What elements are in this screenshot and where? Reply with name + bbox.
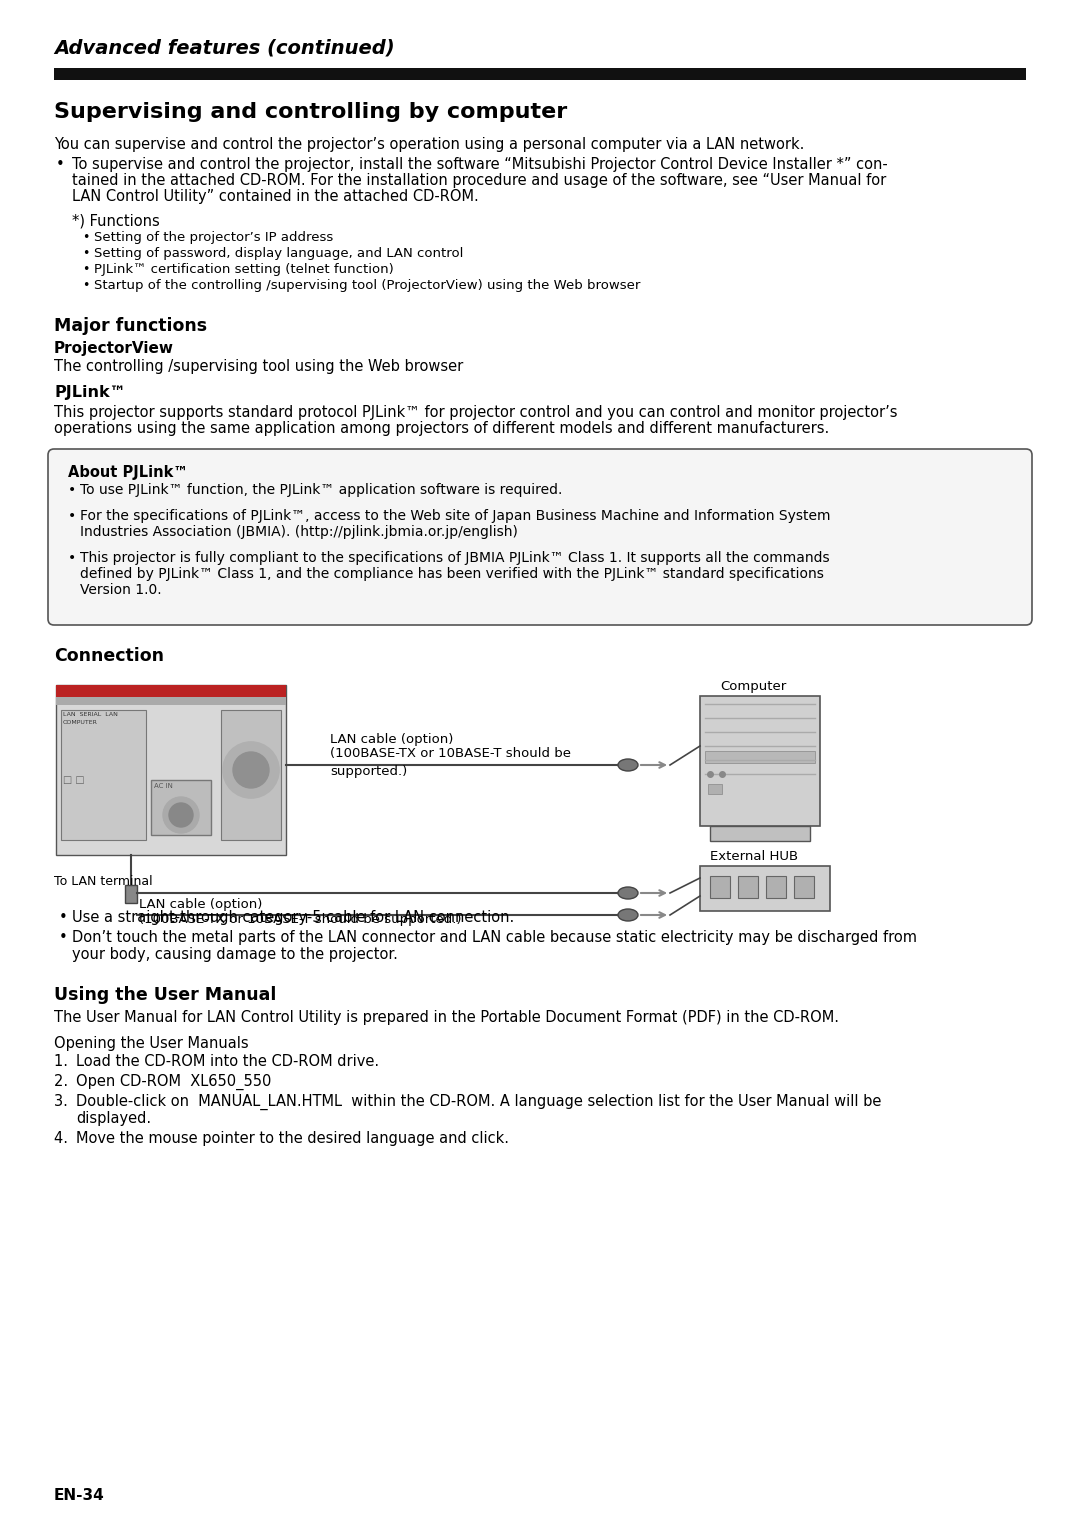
Text: Load the CD-ROM into the CD-ROM drive.: Load the CD-ROM into the CD-ROM drive. [76, 1054, 379, 1070]
Text: •: • [82, 248, 90, 260]
Text: ProjectorView: ProjectorView [54, 341, 174, 356]
Text: (100BASE-TX or 10BASE-T should be: (100BASE-TX or 10BASE-T should be [330, 747, 571, 759]
FancyBboxPatch shape [700, 866, 831, 911]
Text: •: • [68, 483, 77, 497]
Text: PJLink™: PJLink™ [54, 385, 125, 400]
Text: To supervise and control the projector, install the software “Mitsubishi Project: To supervise and control the projector, … [72, 157, 888, 173]
Text: operations using the same application among projectors of different models and d: operations using the same application am… [54, 422, 829, 435]
Text: This projector is fully compliant to the specifications of JBMIA PJLink™ Class 1: This projector is fully compliant to the… [80, 552, 829, 565]
Text: Use a straight-through category-5 cable for LAN connection.: Use a straight-through category-5 cable … [72, 911, 514, 924]
Bar [56, 685, 286, 697]
Text: Move the mouse pointer to the desired language and click.: Move the mouse pointer to the desired la… [76, 1131, 509, 1146]
FancyBboxPatch shape [56, 685, 286, 856]
Text: AC IN: AC IN [154, 782, 173, 788]
Bar [708, 784, 723, 795]
Text: Computer: Computer [720, 680, 786, 694]
Text: LAN Control Utility” contained in the attached CD-ROM.: LAN Control Utility” contained in the at… [72, 189, 478, 205]
Text: 4.: 4. [54, 1131, 78, 1146]
Text: •: • [59, 911, 68, 924]
Text: 3.: 3. [54, 1094, 77, 1109]
Text: Startup of the controlling /supervising tool (ProjectorView) using the Web brows: Startup of the controlling /supervising … [94, 280, 640, 292]
Text: Setting of the projector’s IP address: Setting of the projector’s IP address [94, 231, 334, 244]
Text: *) Functions: *) Functions [72, 212, 160, 228]
Text: To use PJLink™ function, the PJLink™ application software is required.: To use PJLink™ function, the PJLink™ app… [80, 483, 563, 497]
Text: Advanced features (continued): Advanced features (continued) [54, 38, 394, 57]
Text: •: • [59, 931, 68, 944]
Circle shape [233, 752, 269, 788]
Text: Opening the User Manuals: Opening the User Manuals [54, 1036, 248, 1051]
Bar [151, 779, 211, 834]
Bar [705, 750, 815, 762]
Text: •: • [56, 157, 65, 173]
Ellipse shape [618, 759, 638, 772]
Text: •: • [82, 263, 90, 277]
Text: Supervising and controlling by computer: Supervising and controlling by computer [54, 102, 567, 122]
Text: LAN cable (option): LAN cable (option) [330, 733, 454, 746]
Text: 2.: 2. [54, 1074, 78, 1089]
Text: displayed.: displayed. [76, 1111, 151, 1126]
Text: External HUB: External HUB [710, 850, 798, 863]
Ellipse shape [618, 909, 638, 921]
Bar [125, 885, 137, 903]
Text: □ □: □ □ [63, 775, 84, 785]
Text: LAN  SERIAL  LAN: LAN SERIAL LAN [63, 712, 118, 717]
Text: •: • [68, 509, 77, 523]
Text: You can supervise and control the projector’s operation using a personal compute: You can supervise and control the projec… [54, 138, 805, 151]
Text: •: • [82, 280, 90, 292]
Text: EN-34: EN-34 [54, 1488, 105, 1504]
Text: About PJLink™: About PJLink™ [68, 465, 188, 480]
Bar [221, 711, 281, 840]
Bar [54, 69, 1026, 79]
Text: Industries Association (JBMIA). (http://pjlink.jbmia.or.jp/english): Industries Association (JBMIA). (http://… [80, 526, 518, 539]
FancyBboxPatch shape [700, 695, 820, 827]
FancyBboxPatch shape [794, 876, 814, 898]
Circle shape [168, 804, 193, 827]
Text: your body, causing damage to the projector.: your body, causing damage to the project… [72, 947, 397, 963]
Text: Setting of password, display language, and LAN control: Setting of password, display language, a… [94, 248, 463, 260]
Text: Using the User Manual: Using the User Manual [54, 986, 276, 1004]
Bar [56, 697, 286, 704]
Text: The controlling /supervising tool using the Web browser: The controlling /supervising tool using … [54, 359, 463, 374]
FancyBboxPatch shape [766, 876, 786, 898]
Text: Double-click on  MANUAL_LAN.HTML  within the CD-ROM. A language selection list f: Double-click on MANUAL_LAN.HTML within t… [76, 1094, 881, 1111]
Text: LAN cable (option): LAN cable (option) [139, 898, 262, 911]
Text: This projector supports standard protocol PJLink™ for projector control and you : This projector supports standard protoco… [54, 405, 897, 420]
Text: Major functions: Major functions [54, 316, 207, 335]
Text: (100BASE-TX or 10BASE-T should be supported.): (100BASE-TX or 10BASE-T should be suppor… [139, 914, 461, 926]
Text: defined by PJLink™ Class 1, and the compliance has been verified with the PJLink: defined by PJLink™ Class 1, and the comp… [80, 567, 824, 581]
Bar [60, 711, 146, 840]
Text: For the specifications of PJLink™, access to the Web site of Japan Business Mach: For the specifications of PJLink™, acces… [80, 509, 831, 523]
Text: Don’t touch the metal parts of the LAN connector and LAN cable because static el: Don’t touch the metal parts of the LAN c… [72, 931, 917, 944]
FancyBboxPatch shape [710, 876, 730, 898]
Text: Connection: Connection [54, 646, 164, 665]
Text: PJLink™ certification setting (telnet function): PJLink™ certification setting (telnet fu… [94, 263, 394, 277]
Text: 1.: 1. [54, 1054, 78, 1070]
Text: To LAN terminal: To LAN terminal [54, 876, 152, 888]
FancyBboxPatch shape [48, 449, 1032, 625]
Circle shape [163, 798, 199, 833]
Circle shape [222, 743, 279, 798]
Text: Version 1.0.: Version 1.0. [80, 584, 162, 597]
Text: tained in the attached CD-ROM. For the installation procedure and usage of the s: tained in the attached CD-ROM. For the i… [72, 173, 887, 188]
Text: The User Manual for LAN Control Utility is prepared in the Portable Document For: The User Manual for LAN Control Utility … [54, 1010, 839, 1025]
Text: •: • [68, 552, 77, 565]
Text: Open CD-ROM  XL650_550: Open CD-ROM XL650_550 [76, 1074, 271, 1089]
Text: •: • [82, 231, 90, 244]
FancyBboxPatch shape [738, 876, 758, 898]
Text: COMPUTER: COMPUTER [63, 720, 98, 724]
Ellipse shape [618, 886, 638, 898]
Text: supported.): supported.) [330, 766, 407, 778]
FancyBboxPatch shape [710, 827, 810, 840]
